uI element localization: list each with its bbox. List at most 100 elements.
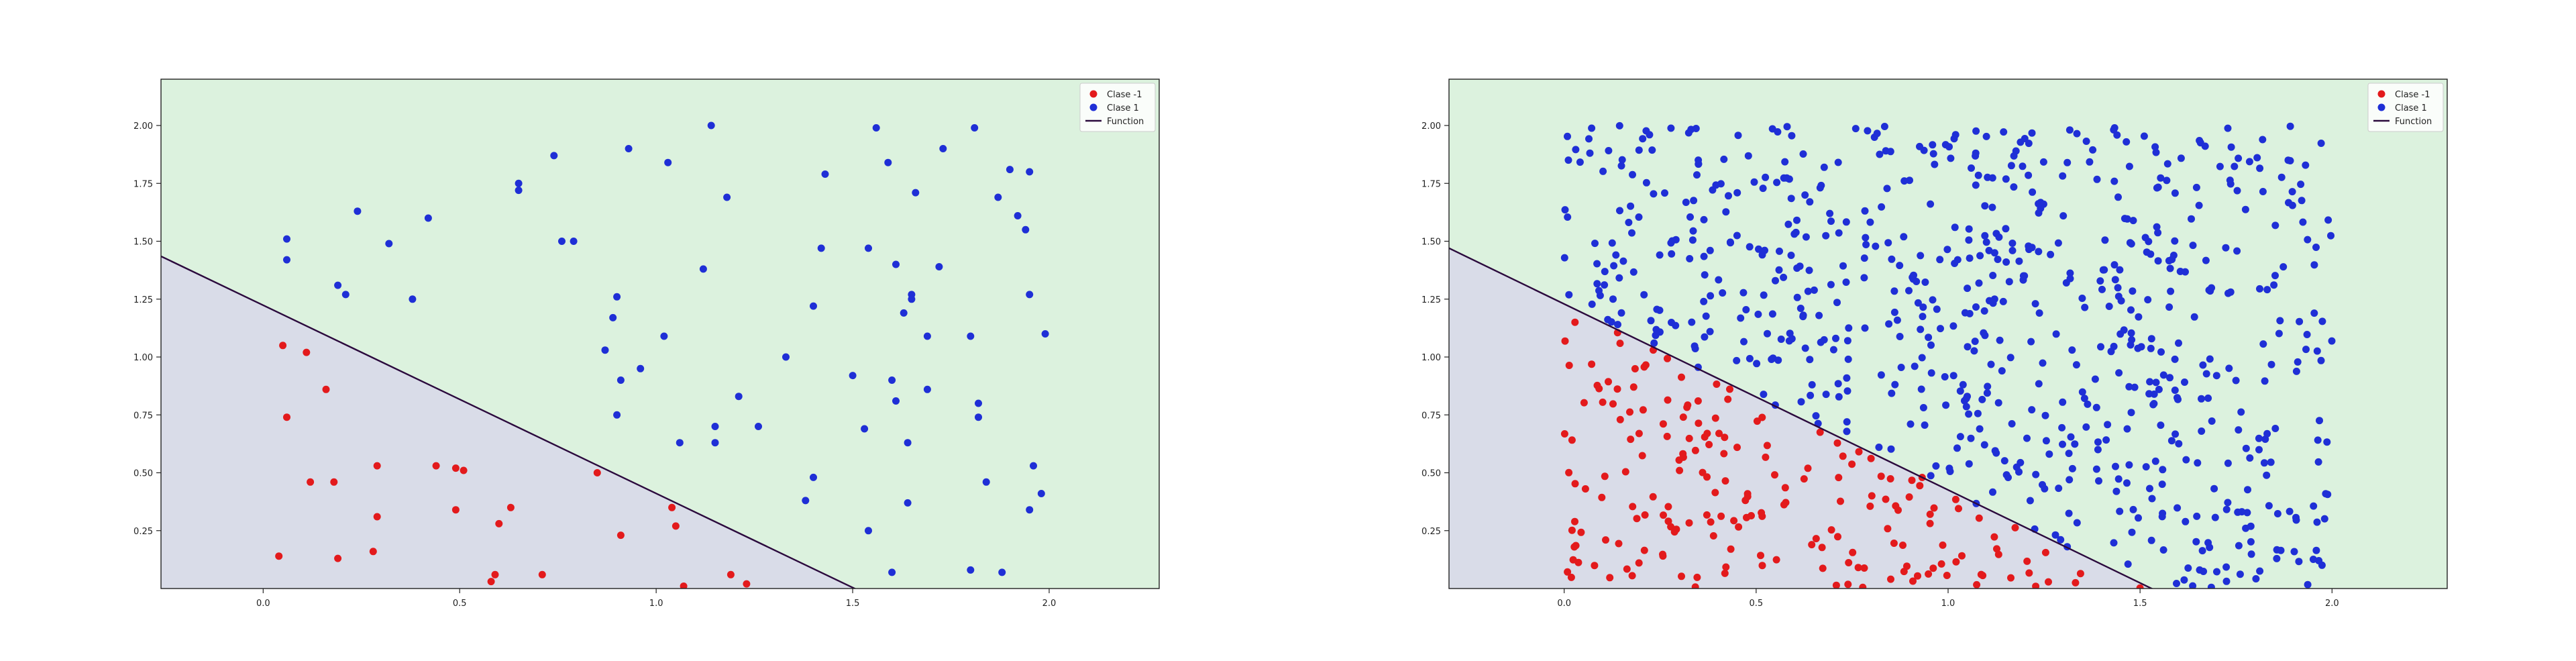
data-point (1951, 495, 1960, 503)
data-point (1612, 251, 1620, 259)
data-point (1577, 528, 1585, 536)
data-point (1667, 124, 1675, 132)
data-point (1689, 227, 1697, 235)
data-point (1900, 568, 1908, 576)
data-point (1890, 308, 1898, 316)
data-point (2092, 403, 2100, 411)
data-point (664, 158, 672, 166)
data-point (810, 302, 817, 310)
data-point (1974, 409, 1982, 417)
data-point (1737, 314, 1745, 322)
data-point (1989, 488, 1996, 496)
data-point (2065, 126, 2074, 134)
data-point (1595, 287, 1603, 295)
data-point (1682, 199, 1690, 206)
y-tick-label: 0.75 (133, 411, 153, 421)
data-point (2112, 487, 2121, 495)
data-point (2129, 217, 2137, 225)
data-point (1980, 307, 1988, 315)
x-tick-label: 2.0 (2325, 599, 2339, 609)
data-point (2271, 272, 2279, 280)
data-point (1772, 556, 1780, 564)
data-point (1793, 216, 1801, 224)
data-point (2255, 434, 2263, 442)
data-point (2263, 429, 2271, 438)
data-point (1827, 217, 1835, 225)
data-point (1711, 414, 1719, 422)
data-point (2111, 276, 2119, 284)
data-point (2147, 344, 2155, 352)
data-point (1605, 378, 1612, 386)
legend-label: Clase -1 (1107, 90, 1142, 100)
data-point (1951, 260, 1959, 267)
x-tick-label: 0.5 (453, 599, 467, 609)
data-point (1683, 403, 1691, 411)
data-point (1914, 299, 1922, 307)
data-point (2002, 225, 2010, 233)
data-point (1962, 403, 1970, 411)
region-clase-minus-1 (1449, 248, 2447, 589)
data-point (2320, 515, 2328, 523)
data-point (1967, 434, 1975, 442)
data-point (275, 552, 283, 560)
data-point (2194, 459, 2202, 467)
data-point (1601, 472, 1609, 480)
data-point (2076, 570, 2084, 578)
data-point (1999, 297, 2007, 305)
data-point (1860, 564, 1868, 572)
data-point (625, 145, 633, 152)
data-point (2158, 513, 2166, 521)
data-point (2080, 395, 2088, 403)
data-point (2054, 239, 2062, 247)
data-point (2023, 434, 2031, 442)
data-point (2171, 237, 2179, 245)
data-point (1971, 338, 1979, 346)
data-point (1670, 528, 1678, 536)
data-point (2035, 248, 2043, 256)
data-point (1820, 163, 1828, 171)
data-point (2144, 296, 2152, 304)
data-point (1771, 471, 1778, 479)
data-point (2192, 538, 2200, 546)
legend-label: Function (1107, 117, 1144, 127)
data-point (2059, 212, 2068, 220)
data-point (1588, 300, 1596, 308)
data-point (1839, 262, 1847, 270)
data-point (1635, 559, 1643, 567)
data-point (872, 124, 880, 132)
data-point (1945, 143, 1953, 151)
data-point (2131, 383, 2139, 391)
data-point (2097, 343, 2104, 351)
data-point (2151, 143, 2159, 151)
data-point (2142, 463, 2150, 471)
data-point (1633, 515, 1641, 523)
data-point (2072, 361, 2080, 369)
data-point (2154, 183, 2162, 191)
data-point (2153, 223, 2161, 231)
plot-area (161, 79, 1159, 589)
data-point (912, 189, 920, 197)
axes-frame (160, 79, 1160, 589)
data-point (1975, 514, 1983, 522)
data-point (1867, 454, 1875, 462)
data-point (2147, 335, 2155, 343)
data-point (1890, 287, 1898, 295)
legend: Clase -1 Clase 1 Function (1079, 83, 1156, 132)
data-point (1617, 309, 1625, 317)
data-point (1981, 202, 1989, 210)
data-point (1946, 468, 1954, 475)
plot-area (1449, 79, 2447, 589)
data-point (2166, 264, 2174, 272)
data-point (515, 187, 523, 195)
data-point (2259, 340, 2267, 348)
y-tick-label: 0.50 (133, 469, 153, 479)
data-point (2059, 440, 2066, 448)
data-point (971, 124, 979, 132)
data-point (1593, 260, 1601, 268)
data-point (1817, 338, 1825, 346)
data-point (1581, 485, 1589, 493)
data-point (1886, 148, 1894, 156)
data-point (1744, 152, 1752, 160)
data-point (884, 158, 892, 166)
data-point (1721, 569, 1729, 577)
